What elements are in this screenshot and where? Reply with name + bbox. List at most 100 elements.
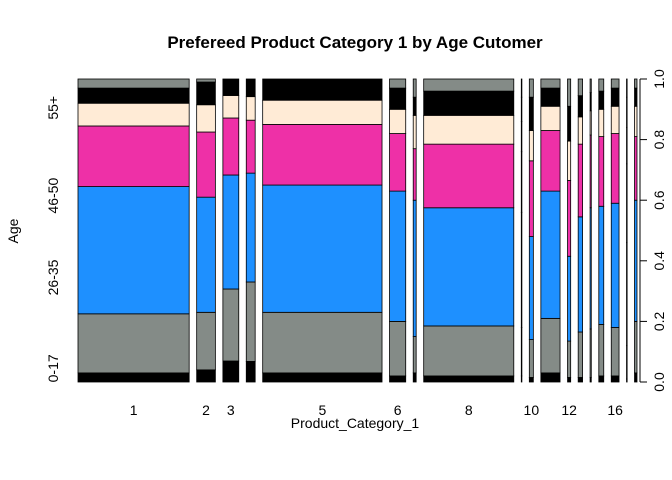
bar-segment-cat9-age46-50 [520, 121, 523, 153]
bar-segment-cat10-age36-45 [528, 160, 534, 237]
bar-segment-cat12-age36-45 [567, 180, 572, 257]
x-tick-label-12: 12 [561, 402, 577, 418]
bar-segment-cat7-age55+ [412, 78, 417, 98]
bar-segment-cat13-age26-35 [577, 216, 583, 333]
bar-segment-cat5-age26-35 [262, 184, 383, 313]
bar-segment-cat16-age26-35 [610, 202, 620, 328]
bar-segment-cat9-age55+ [520, 78, 523, 98]
bar-segment-cat2-age0-17 [196, 369, 216, 383]
bar-segment-cat17-age46-50 [626, 127, 628, 165]
bar-segment-cat8-age0-17 [423, 375, 515, 383]
bar-segment-cat1-age55+ [77, 78, 190, 89]
bar-segment-cat11-age36-45 [540, 130, 561, 192]
bar-segment-cat16-age46-50 [610, 105, 620, 134]
bar-segment-cat1-age36-45 [77, 125, 190, 187]
bar-segment-cat2-age18-25 [196, 311, 216, 371]
bar-segment-cat4-age51-55 [245, 78, 256, 98]
y-axis-label: Age [5, 218, 21, 243]
bar-segment-cat5-age46-50 [262, 99, 383, 125]
bar-segment-cat13-age0-17 [577, 377, 583, 383]
bar-segment-cat14-age55+ [589, 78, 592, 94]
bar-segment-cat6-age36-45 [389, 133, 407, 192]
bar-segment-cat16-age0-17 [610, 375, 620, 383]
bar-segment-cat11-age0-17 [540, 372, 561, 383]
bar-segment-cat4-age26-35 [245, 172, 256, 283]
bar-segment-cat6-age55+ [389, 78, 407, 89]
bar-segment-cat8-age46-50 [423, 114, 515, 145]
age-label-46-50: 46-50 [45, 178, 61, 214]
bar-segment-cat14-age36-45 [589, 134, 592, 209]
bar-segment-cat1-age51-55 [77, 87, 190, 104]
bar-segment-cat5-age0-17 [262, 372, 383, 383]
bar-segment-cat18-age18-25 [634, 320, 638, 374]
x-tick-label-5: 5 [318, 402, 326, 418]
right-axis-label-0.6: 0.6 [651, 190, 667, 210]
bar-segment-cat11-age55+ [540, 78, 561, 89]
bar-segment-cat8-age18-25 [423, 325, 515, 377]
bar-segment-cat3-age0-17 [222, 360, 240, 383]
bar-segment-cat15-age36-45 [598, 136, 605, 207]
bar-segment-cat11-age51-55 [540, 87, 561, 107]
bar-segment-cat10-age0-17 [528, 377, 534, 383]
bar-segment-cat15-age26-35 [598, 205, 605, 325]
bar-segment-cat13-age51-55 [577, 95, 583, 118]
bar-segment-cat10-age55+ [528, 78, 534, 98]
x-tick-label-6: 6 [394, 402, 402, 418]
bar-segment-cat4-age46-50 [245, 96, 256, 121]
bar-segment-cat9-age18-25 [520, 327, 523, 377]
right-axis-label-0.0: 0.0 [651, 372, 667, 392]
bar-segment-cat7-age0-17 [412, 372, 417, 383]
right-axis-label-0.8: 0.8 [651, 130, 667, 150]
bar-segment-cat16-age51-55 [610, 87, 620, 107]
age-label-0-17: 0-17 [45, 354, 61, 382]
bar-segment-cat10-age46-50 [528, 130, 534, 162]
bar-segment-cat12-age51-55 [567, 105, 572, 142]
bar-segment-cat7-age51-55 [412, 96, 417, 116]
bar-segment-cat10-age26-35 [528, 236, 534, 340]
bar-segment-cat11-age26-35 [540, 190, 561, 319]
bar-segment-cat17-age36-45 [626, 163, 628, 244]
bar-segment-cat17-age55+ [626, 78, 628, 98]
bar-segment-cat4-age18-25 [245, 281, 256, 362]
bar-segment-cat10-age18-25 [528, 339, 534, 378]
bars-group [77, 78, 638, 383]
bar-segment-cat17-age51-55 [626, 96, 628, 128]
bar-segment-cat12-age55+ [567, 78, 572, 107]
bar-segment-cat5-age36-45 [262, 124, 383, 186]
bar-segment-cat18-age0-17 [634, 372, 638, 383]
bar-segment-cat5-age18-25 [262, 311, 383, 374]
bar-segment-cat6-age46-50 [389, 108, 407, 134]
bar-segment-cat6-age18-25 [389, 320, 407, 377]
bar-segment-cat2-age55+ [196, 78, 216, 83]
bar-segment-cat8-age36-45 [423, 143, 515, 209]
bar-segment-cat15-age0-17 [598, 375, 605, 383]
bar-segment-cat12-age26-35 [567, 255, 572, 342]
bar-segment-cat16-age36-45 [610, 133, 620, 204]
bar-segment-cat16-age55+ [610, 78, 620, 89]
bar-segment-cat18-age51-55 [634, 87, 638, 107]
bar-segment-cat14-age51-55 [589, 92, 592, 112]
bar-segment-cat17-age26-35 [626, 242, 628, 347]
x-tick-label-16: 16 [607, 402, 623, 418]
bar-segment-cat10-age51-55 [528, 96, 534, 131]
bar-segment-cat9-age51-55 [520, 96, 523, 122]
bar-segment-cat4-age36-45 [245, 119, 256, 174]
bar-segment-cat3-age26-35 [222, 174, 240, 290]
bar-segment-cat15-age46-50 [598, 108, 605, 137]
x-tick-labels: 1 2 3 5 6 8 10 12 16 [130, 402, 623, 418]
bar-segment-cat7-age18-25 [412, 336, 417, 374]
right-axis-label-1.0: 1.0 [651, 69, 667, 89]
bar-segment-cat15-age55+ [598, 78, 605, 92]
bar-segment-cat1-age46-50 [77, 102, 190, 127]
bar-segment-cat15-age18-25 [598, 324, 605, 377]
bar-segment-cat14-age0-17 [589, 377, 592, 383]
x-axis-label: Product_Category_1 [291, 415, 420, 431]
x-tick-label-8: 8 [465, 402, 473, 418]
bar-segment-cat2-age36-45 [196, 131, 216, 198]
bar-segment-cat13-age18-25 [577, 331, 583, 378]
bar-segment-cat1-age18-25 [77, 313, 190, 374]
x-tick-label-2: 2 [202, 402, 210, 418]
bar-segment-cat12-age46-50 [567, 140, 572, 181]
bar-segment-cat18-age46-50 [634, 105, 638, 137]
